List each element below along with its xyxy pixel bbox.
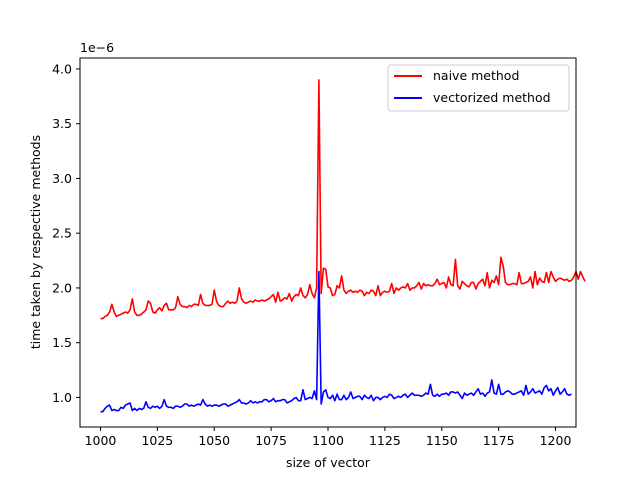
x-tick-label: 1100	[312, 433, 344, 448]
x-tick-label: 1175	[483, 433, 515, 448]
legend-box	[387, 64, 570, 112]
y-tick-label: 2.0	[52, 280, 72, 295]
x-axis-ticks: 1000 1025 1050 1075 1100 1125 1150 1175 1200	[85, 427, 572, 448]
legend-label-naive: naive method	[433, 68, 519, 83]
legend-label-vectorized: vectorized method	[433, 90, 551, 105]
series-layer	[100, 79, 586, 413]
x-tick-label: 1075	[255, 433, 287, 448]
y-axis-label: time taken by respective methods	[28, 135, 43, 349]
series-line-naive	[100, 79, 586, 320]
x-tick-label: 1125	[369, 433, 401, 448]
y-tick-label: 3.0	[52, 171, 72, 186]
x-tick-label: 1200	[540, 433, 572, 448]
x-tick-label: 1050	[198, 433, 230, 448]
x-tick-label: 1000	[85, 433, 117, 448]
y-tick-label: 1.0	[52, 390, 72, 405]
y-axis-ticks: 1.0 1.5 2.0 2.5 3.0 3.5 4.0	[52, 61, 80, 405]
y-tick-label: 3.5	[52, 116, 72, 131]
y-tick-label: 2.5	[52, 226, 72, 241]
x-tick-label: 1025	[141, 433, 173, 448]
series-line-vectorized	[100, 270, 572, 413]
x-tick-label: 1150	[426, 433, 458, 448]
x-axis-label: size of vector	[286, 455, 371, 470]
y-tick-label: 4.0	[52, 61, 72, 76]
legend: naive method vectorized method	[387, 64, 570, 112]
y-tick-label: 1.5	[52, 335, 72, 350]
y-offset-label: 1e−6	[80, 40, 114, 55]
